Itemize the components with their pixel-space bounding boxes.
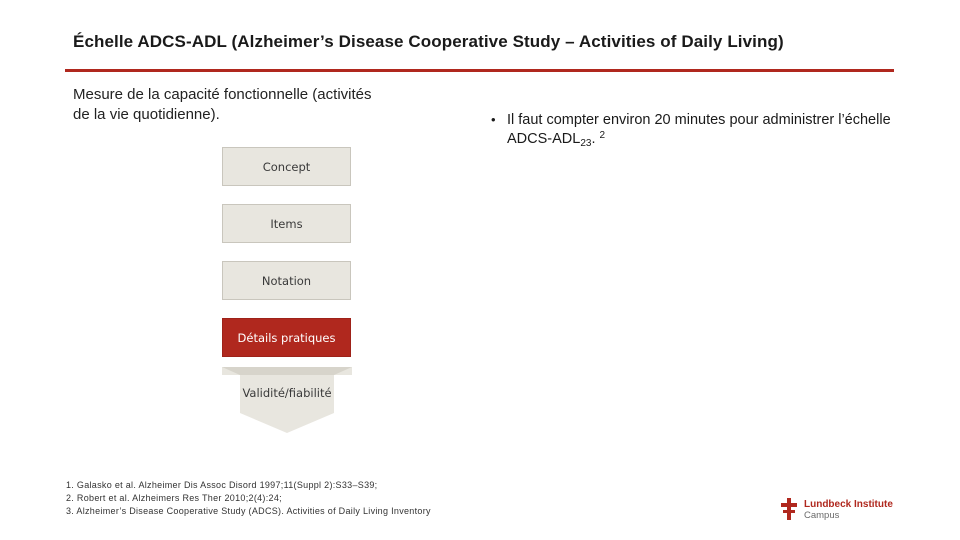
references: 1. Galasko et al. Alzheimer Dis Assoc Di…: [66, 479, 431, 518]
reference-item: 3. Alzheimer’s Disease Cooperative Study…: [66, 506, 431, 516]
flow-step-items[interactable]: Items: [222, 204, 351, 243]
title-divider: [65, 69, 894, 72]
reference-item: 1. Galasko et al. Alzheimer Dis Assoc Di…: [66, 480, 378, 490]
bullet-sub-after: .: [591, 131, 596, 147]
logo-name: Lundbeck Institute: [804, 499, 893, 510]
bullet-subscript: 23: [580, 138, 592, 149]
bullet-item: • Il faut compter environ 20 minutes pou…: [491, 112, 891, 152]
down-arrow-shape: [222, 367, 352, 433]
logo-subtitle: Campus: [804, 510, 840, 521]
bullet-marker: •: [491, 112, 496, 127]
reference-item: 2. Robert et al. Alzheimers Res Ther 201…: [66, 493, 282, 503]
slide-title: Échelle ADCS-ADL (Alzheimer’s Disease Co…: [73, 32, 784, 51]
flow-step-concept[interactable]: Concept: [222, 147, 351, 186]
flow-step-details-pratiques[interactable]: Détails pratiques: [222, 318, 351, 357]
flow-step-validite-fiabilite[interactable]: Validité/fiabilité: [222, 367, 352, 434]
bullet-superscript: 2: [599, 130, 606, 141]
bullet-list: • Il faut compter environ 20 minutes pou…: [491, 112, 891, 152]
flow-step-notation[interactable]: Notation: [222, 261, 351, 300]
lundbeck-logo: Lundbeck Institute Campus: [780, 498, 900, 522]
flow-arrow-label: Validité/fiabilité: [242, 386, 332, 400]
intro-text: Mesure de la capacité fonctionnelle (act…: [73, 86, 372, 123]
bullet-text: Il faut compter environ 20 minutes pour …: [507, 112, 891, 147]
navigation-flow: Concept Items Notation Détails pratiques…: [222, 147, 352, 437]
lundbeck-cross-icon: [781, 498, 797, 520]
